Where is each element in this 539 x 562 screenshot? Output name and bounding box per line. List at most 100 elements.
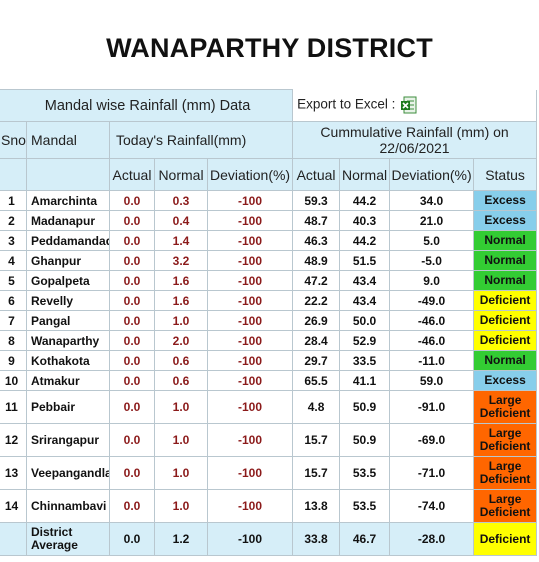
row-cum-normal: 44.2 — [339, 230, 391, 251]
footer-today-actual: 0.0 — [109, 522, 155, 556]
row-today-deviation: -100 — [206, 370, 294, 391]
row-cum-normal: 51.5 — [339, 250, 391, 271]
table-row: 11 Pebbair 0.0 1.0 -100 4.8 50.9 -91.0 Large Def… — [0, 390, 538, 424]
row-cum-normal: 52.9 — [339, 330, 391, 351]
table-row: 6 Revelly 0.0 1.6 -100 22.2 43.4 -49.0 Deficient — [0, 290, 538, 311]
row-status: Normal — [473, 230, 538, 251]
row-cum-deviation: -11.0 — [389, 350, 475, 371]
header-cum-deviation: Deviation(%) — [389, 158, 475, 191]
row-today-normal: 2.0 — [154, 330, 208, 351]
row-sno: 6 — [0, 290, 27, 311]
row-mandal: Amarchinta — [26, 190, 110, 211]
table-row: 3 Peddamandadi 0.0 1.4 -100 46.3 44.2 5.0 Normal — [0, 230, 538, 251]
row-today-deviation: -100 — [206, 210, 294, 231]
row-status: Deficient — [473, 310, 538, 331]
table-row: 9 Kothakota 0.0 0.6 -100 29.7 33.5 -11.0 Normal — [0, 350, 538, 371]
row-status: Deficient — [473, 330, 538, 351]
row-today-normal: 1.0 — [154, 310, 208, 331]
footer-today-deviation: -100 — [206, 522, 294, 556]
row-status: Excess — [473, 210, 538, 231]
header-mandal: Mandal — [26, 121, 110, 159]
row-today-normal: 1.6 — [154, 270, 208, 291]
header-cum-normal: Normal — [339, 158, 391, 191]
row-cum-actual: 22.2 — [292, 290, 341, 311]
export-label: Export to Excel : — [297, 96, 396, 112]
row-sno: 13 — [0, 456, 27, 490]
row-mandal: Wanaparthy — [26, 330, 110, 351]
row-cum-actual: 26.9 — [292, 310, 341, 331]
table-title: Mandal wise Rainfall (mm) Data — [0, 89, 294, 122]
export-cell: Export to Excel : — [292, 89, 538, 122]
row-cum-actual: 13.8 — [292, 489, 341, 523]
row-today-actual: 0.0 — [109, 210, 155, 231]
header-today: Today's Rainfall(mm) — [108, 121, 294, 159]
row-today-deviation: -100 — [206, 489, 294, 523]
row-cum-deviation: 34.0 — [389, 190, 475, 211]
row-cum-deviation: -46.0 — [389, 330, 475, 351]
row-today-actual: 0.0 — [109, 350, 155, 371]
row-cum-normal: 41.1 — [339, 370, 391, 391]
table-row: 7 Pangal 0.0 1.0 -100 26.9 50.0 -46.0 Deficient — [0, 310, 538, 331]
row-sno: 9 — [0, 350, 27, 371]
row-cum-actual: 28.4 — [292, 330, 341, 351]
row-status: Large Deficient — [473, 390, 538, 424]
row-cum-actual: 46.3 — [292, 230, 341, 251]
row-mandal: Pangal — [26, 310, 110, 331]
header-today-actual: Actual — [109, 158, 155, 191]
row-today-actual: 0.0 — [109, 270, 155, 291]
row-cum-actual: 48.7 — [292, 210, 341, 231]
row-status: Excess — [473, 370, 538, 391]
row-today-actual: 0.0 — [109, 390, 155, 424]
row-mandal: Revelly — [26, 290, 110, 311]
row-sno: 5 — [0, 270, 27, 291]
row-today-deviation: -100 — [206, 456, 294, 490]
footer-cum-normal: 46.7 — [339, 522, 391, 556]
row-cum-normal: 50.9 — [339, 390, 391, 424]
row-status: Large Deficient — [473, 423, 538, 457]
row-cum-actual: 65.5 — [292, 370, 341, 391]
row-cum-deviation: -69.0 — [389, 423, 475, 457]
row-sno: 3 — [0, 230, 27, 251]
row-mandal: Ghanpur — [26, 250, 110, 271]
table-row: 5 Gopalpeta 0.0 1.6 -100 47.2 43.4 9.0 Normal — [0, 270, 538, 291]
row-sno: 7 — [0, 310, 27, 331]
row-mandal: Veepangandla — [26, 456, 110, 490]
table-row: 14 Chinnambavi 0.0 1.0 -100 13.8 53.5 -74.0 Larg… — [0, 489, 538, 523]
table-row: 13 Veepangandla 0.0 1.0 -100 15.7 53.5 -71.0 Lar… — [0, 456, 538, 490]
row-cum-actual: 15.7 — [292, 456, 341, 490]
row-cum-actual: 29.7 — [292, 350, 341, 371]
row-cum-normal: 50.0 — [339, 310, 391, 331]
row-mandal: Madanapur — [26, 210, 110, 231]
row-today-actual: 0.0 — [109, 190, 155, 211]
row-today-actual: 0.0 — [109, 423, 155, 457]
table-row: 12 Srirangapur 0.0 1.0 -100 15.7 50.9 -69.0 Larg… — [0, 423, 538, 457]
header-cumulative: Cummulative Rainfall (mm) on 22/06/2021 — [292, 121, 538, 159]
row-today-deviation: -100 — [206, 390, 294, 424]
excel-icon[interactable] — [401, 96, 417, 114]
row-cum-actual: 4.8 — [292, 390, 341, 424]
row-today-actual: 0.0 — [109, 489, 155, 523]
row-today-normal: 1.4 — [154, 230, 208, 251]
row-status: Large Deficient — [473, 456, 538, 490]
row-today-normal: 1.0 — [154, 489, 208, 523]
row-status: Normal — [473, 270, 538, 291]
row-cum-actual: 59.3 — [292, 190, 341, 211]
row-today-normal: 1.6 — [154, 290, 208, 311]
row-today-normal: 1.0 — [154, 423, 208, 457]
header-blank-sno — [0, 158, 27, 191]
row-cum-normal: 53.5 — [339, 489, 391, 523]
footer-label-line1: District — [31, 525, 73, 539]
row-sno: 10 — [0, 370, 27, 391]
footer-status: Deficient — [473, 522, 538, 556]
footer-blank — [0, 522, 27, 556]
row-today-deviation: -100 — [206, 230, 294, 251]
header-status: Status — [473, 158, 538, 191]
header-today-deviation: Deviation(%) — [206, 158, 294, 191]
table-row: 10 Atmakur 0.0 0.6 -100 65.5 41.1 59.0 Excess — [0, 370, 538, 391]
footer-cum-deviation: -28.0 — [389, 522, 475, 556]
header-cumulative-date: 22/06/2021 — [379, 140, 450, 156]
row-mandal: Gopalpeta — [26, 270, 110, 291]
row-cum-normal: 43.4 — [339, 270, 391, 291]
row-cum-deviation: -91.0 — [389, 390, 475, 424]
table-row: 8 Wanaparthy 0.0 2.0 -100 28.4 52.9 -46.0 Defici… — [0, 330, 538, 351]
